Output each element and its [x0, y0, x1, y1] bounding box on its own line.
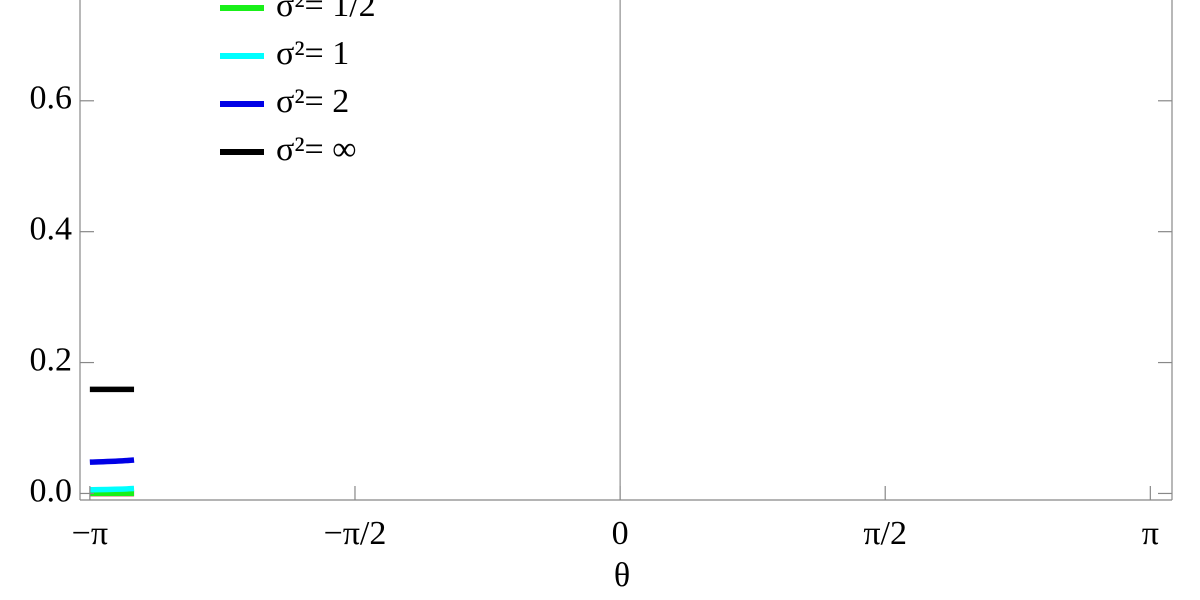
series-line	[89, 485, 135, 493]
y-tick-label: 0.6	[30, 80, 73, 117]
x-axis-label: θ	[614, 557, 630, 594]
series-line	[89, 457, 135, 465]
y-tick-label: 0.2	[30, 341, 73, 378]
legend-label: σ²= 1/2	[276, 0, 376, 24]
y-tick-label: 0.4	[30, 210, 73, 247]
x-tick-label: −π/2	[324, 515, 387, 552]
legend-label: σ²= 2	[276, 83, 349, 120]
x-tick-label: π	[1142, 515, 1159, 552]
legend-label: σ²= 1	[276, 35, 349, 72]
y-tick-label: 0.0	[30, 472, 73, 509]
x-tick-label: π/2	[863, 515, 907, 552]
x-tick-label: 0	[612, 515, 629, 552]
x-tick-label: −π	[72, 515, 108, 552]
plot-area	[89, 0, 621, 500]
legend-label: σ²= ∞	[276, 131, 356, 168]
